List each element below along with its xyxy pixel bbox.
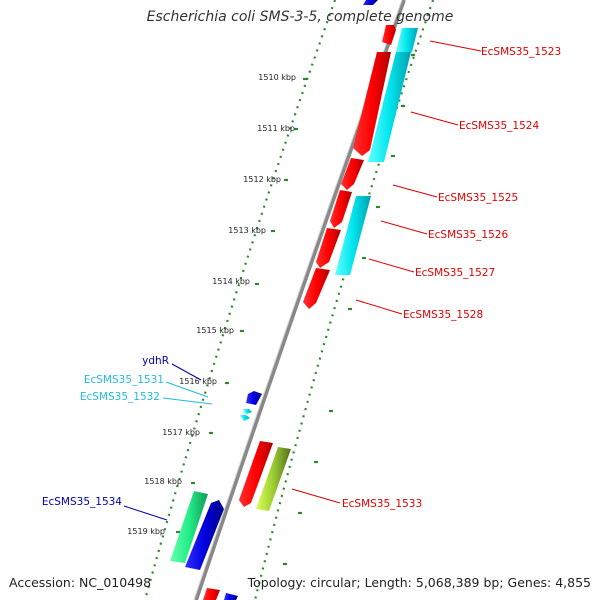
tick-label: 1517 kbp [162, 428, 200, 437]
outer-ruler-ticks [283, 53, 415, 566]
gene-green[interactable] [170, 491, 208, 563]
inner-ruler-ticks [176, 77, 307, 534]
map-title: Escherichia coli SMS-3-5, complete genom… [146, 9, 454, 25]
tick-label: 1512 kbp [243, 175, 281, 184]
gene-feature[interactable] [396, 28, 418, 52]
tick-label: 1515 kbp [196, 326, 234, 335]
tick-label: 1510 kbp [258, 73, 296, 82]
gene-label[interactable]: ydhR [142, 355, 169, 367]
gene-label[interactable]: EcSMS35_1534 [42, 496, 122, 508]
gene-arrow[interactable] [341, 158, 364, 190]
ruler-track-inner [143, 0, 337, 600]
gene-feature[interactable] [363, 0, 378, 5]
genes-strand-a [303, 52, 391, 309]
gene-label[interactable]: EcSMS35_1524 [459, 120, 539, 132]
gene-label[interactable]: EcSMS35_1528 [403, 309, 483, 321]
tick-label: 1518 kbp [144, 477, 182, 486]
tick-label: 1519 kbp [127, 527, 165, 536]
gene-arrow[interactable] [330, 190, 352, 228]
gene-label[interactable]: EcSMS35_1531 [84, 374, 164, 386]
ruler-track-outer [253, 0, 435, 600]
gene-EcSMS35-1532[interactable] [240, 415, 250, 421]
tick-label: 1514 kbp [212, 277, 250, 286]
tick-label: 1516 kbp [179, 377, 217, 386]
gene-label[interactable]: EcSMS35_1532 [80, 391, 160, 403]
gene-arrow[interactable] [335, 196, 371, 275]
gene-EcSMS35-1531[interactable] [243, 409, 252, 414]
gene-label[interactable]: EcSMS35_1533 [342, 498, 422, 510]
gene-label[interactable]: EcSMS35_1523 [481, 46, 561, 58]
gene-labels: EcSMS35_1523 EcSMS35_1524 EcSMS35_1525 E… [42, 46, 561, 510]
gene-arrow[interactable] [368, 52, 411, 162]
leader-lines [123, 40, 482, 521]
gene-feature[interactable] [224, 593, 238, 600]
gene-ydhR[interactable] [246, 391, 262, 405]
gene-EcSMS35-1533-left[interactable] [239, 441, 273, 507]
gene-label[interactable]: EcSMS35_1526 [428, 229, 508, 241]
gene-label[interactable]: EcSMS35_1525 [438, 192, 518, 204]
genome-summary-text: Topology: circular; Length: 5,068,389 bp… [247, 575, 591, 590]
gene-feature[interactable] [382, 25, 396, 45]
tick-label: 1513 kbp [228, 226, 266, 235]
genes-strand-b [335, 52, 411, 275]
gene-EcSMS35-1533[interactable] [256, 447, 291, 511]
gene-EcSMS35-1534[interactable] [185, 500, 224, 570]
gene-arrow[interactable] [303, 268, 330, 309]
gene-label[interactable]: EcSMS35_1527 [415, 267, 495, 279]
gene-arrow[interactable] [316, 228, 341, 268]
gene-feature[interactable] [203, 588, 220, 600]
tick-labels: 1510 kbp 1511 kbp 1512 kbp 1513 kbp 1514… [127, 73, 296, 536]
accession-text: Accession: NC_010498 [9, 575, 152, 590]
tick-label: 1511 kbp [257, 124, 295, 133]
gene-arrow[interactable] [353, 52, 391, 156]
